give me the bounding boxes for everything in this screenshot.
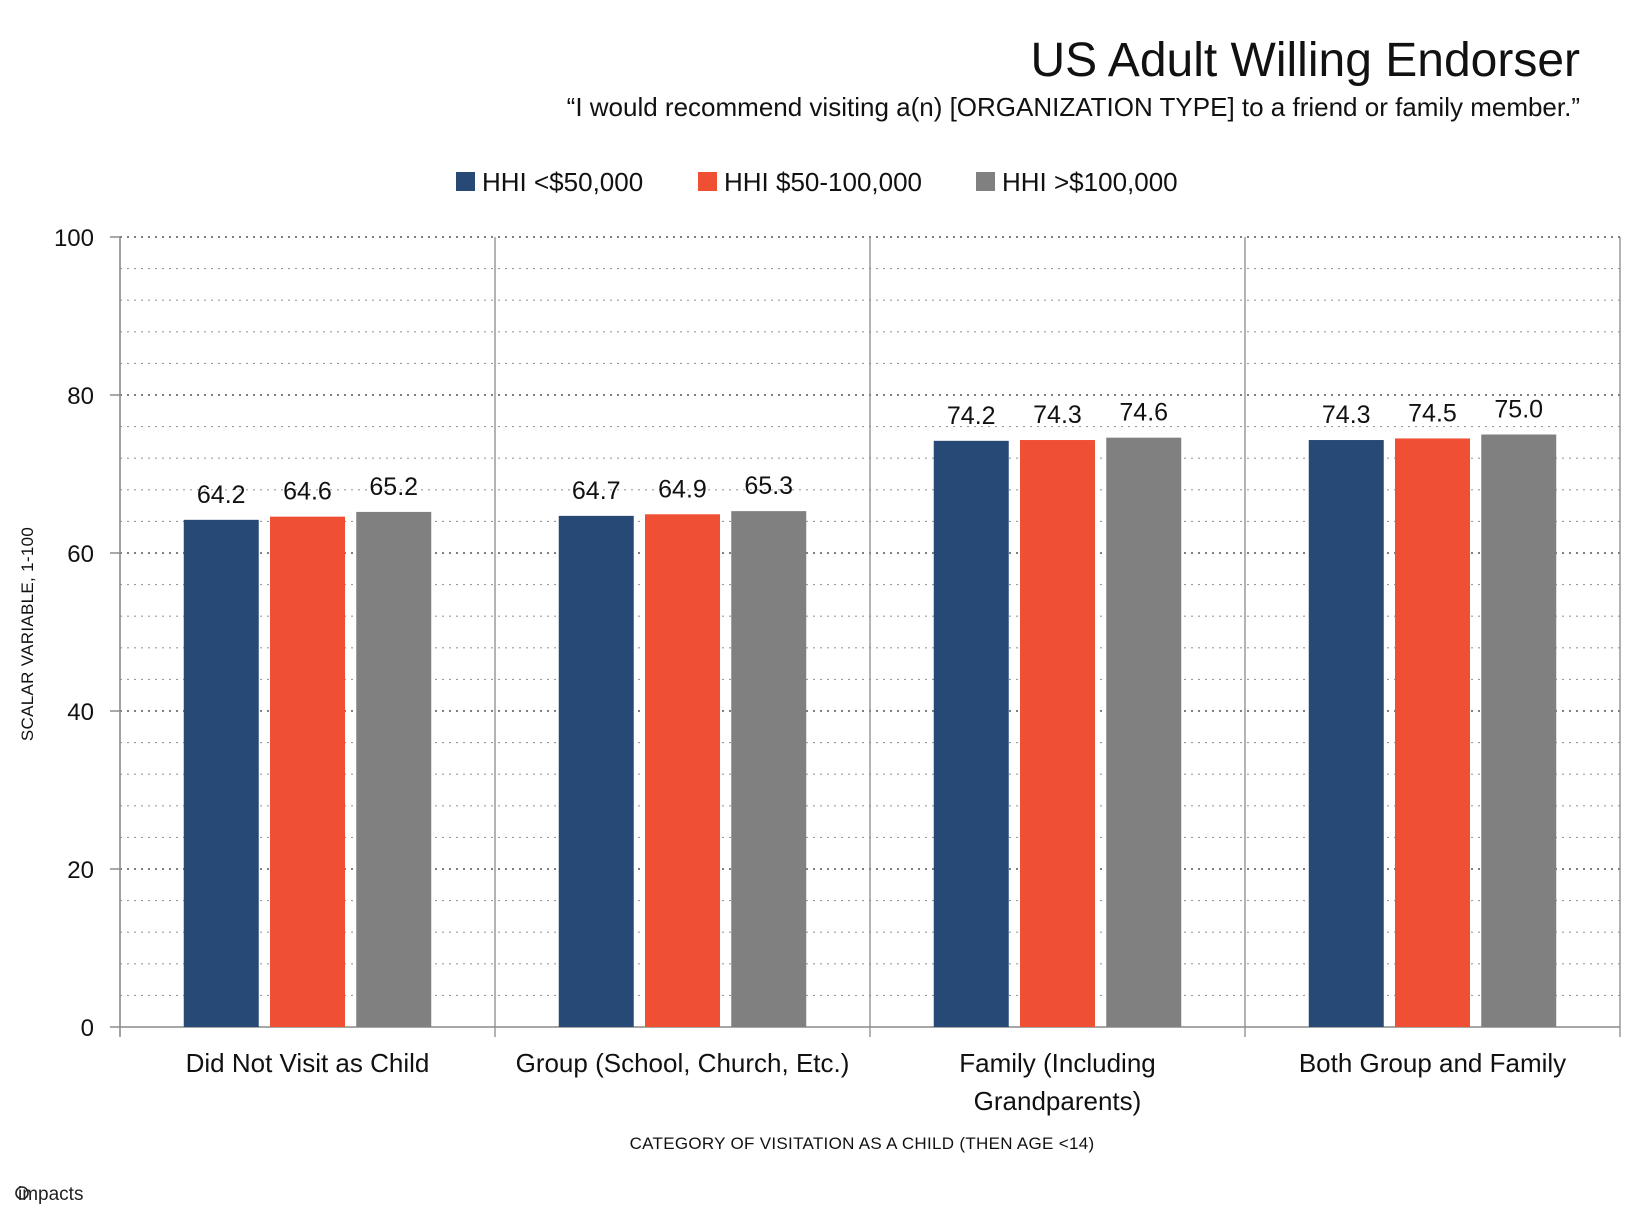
legend-swatch <box>698 172 717 191</box>
bar-value-label: 64.2 <box>197 481 246 509</box>
y-axis-ticks: 0 20 40 60 80 100 <box>54 225 120 1042</box>
bars <box>183 434 1557 1027</box>
x-axis-category-labels: Did Not Visit as Child Group (School, Chu… <box>186 1048 1567 1116</box>
y-tick-label: 100 <box>54 225 94 252</box>
bar-value-label: 65.2 <box>369 473 418 501</box>
legend-label: HHI $50-100,000 <box>724 167 922 197</box>
brand-logo-text: impacts <box>18 1184 83 1205</box>
x-category-label: Group (School, Church, Etc.) <box>516 1048 850 1078</box>
legend: HHI <$50,000 HHI $50-100,000 HHI >$100,000 <box>456 167 1178 197</box>
bar <box>1481 434 1557 1027</box>
y-tick-label: 80 <box>67 383 94 410</box>
chart-subtitle: “I would recommend visiting a(n) [ORGANI… <box>567 92 1580 122</box>
bar-value-label: 65.3 <box>744 472 793 500</box>
y-tick-label: 60 <box>67 541 94 568</box>
x-category-label: Did Not Visit as Child <box>186 1048 430 1078</box>
bar-value-label: 64.9 <box>658 475 707 503</box>
bar <box>1020 440 1095 1027</box>
bar <box>270 516 345 1027</box>
legend-swatch <box>976 172 995 191</box>
y-axis-title: SCALAR VARIABLE, 1-100 <box>18 527 37 741</box>
bar <box>645 514 720 1027</box>
bar <box>1308 440 1384 1027</box>
y-tick-label: 20 <box>67 857 94 884</box>
y-tick-label: 0 <box>81 1015 94 1042</box>
bar-value-label: 75.0 <box>1494 396 1543 424</box>
value-labels: 64.2 64.6 65.2 64.7 64.9 65.3 74.2 74.3 74.6 74.3… <box>197 396 1543 509</box>
x-category-label: Family (Including <box>959 1048 1156 1078</box>
legend-label: HHI <$50,000 <box>482 167 643 197</box>
bar-value-label: 64.7 <box>572 477 621 505</box>
x-category-label: Grandparents) <box>974 1086 1142 1116</box>
bar-value-label: 64.6 <box>283 478 332 506</box>
x-category-label: Both Group and Family <box>1299 1048 1566 1078</box>
bar-value-label: 74.3 <box>1322 401 1371 429</box>
bar-value-label: 74.5 <box>1408 399 1457 427</box>
bar <box>183 519 259 1027</box>
x-axis-title: CATEGORY OF VISITATION AS A CHILD (THEN … <box>630 1134 1095 1153</box>
bar-value-label: 74.2 <box>947 402 996 430</box>
chart-title: US Adult Willing Endorser <box>1030 34 1580 87</box>
brand-logo: impacts <box>15 1184 83 1205</box>
bar <box>1106 437 1182 1027</box>
y-tick-label: 40 <box>67 699 94 726</box>
legend-label: HHI >$100,000 <box>1002 167 1178 197</box>
legend-swatch <box>456 172 475 191</box>
brand-logo-icon <box>15 1186 29 1200</box>
bar-value-label: 74.3 <box>1033 401 1082 429</box>
bar <box>558 515 634 1027</box>
bar <box>356 511 432 1027</box>
bar <box>933 440 1009 1027</box>
group-separators <box>494 237 1621 1037</box>
bar-value-label: 74.6 <box>1119 399 1168 427</box>
bar <box>731 511 807 1027</box>
bar <box>1395 438 1470 1027</box>
